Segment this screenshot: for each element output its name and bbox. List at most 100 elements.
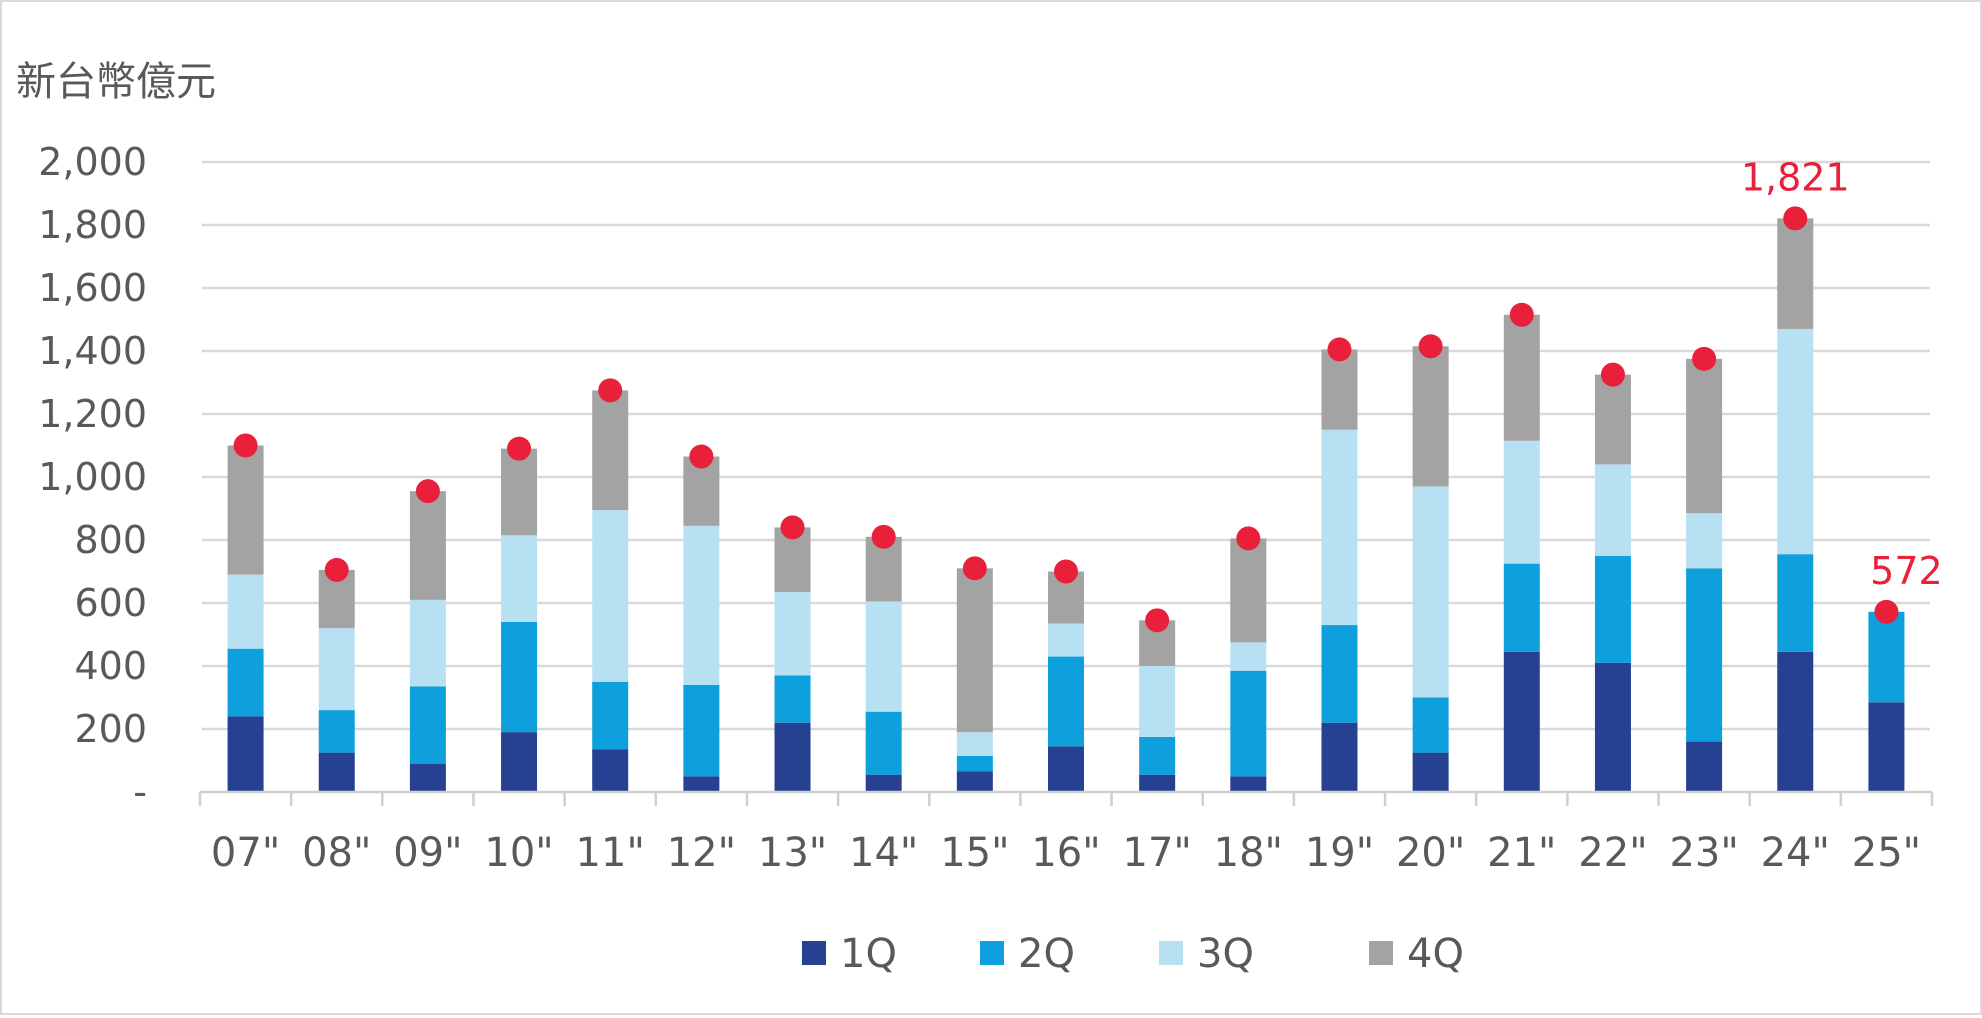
bar-segment-1q [683, 776, 720, 792]
bar-segment-4q [1777, 218, 1814, 329]
legend-label: 3Q [1197, 931, 1254, 977]
bar-segment-4q [1594, 374, 1631, 465]
x-tick-label: 10" [484, 830, 553, 876]
bar-segment-2q [1503, 563, 1540, 652]
bar-segment-2q [1412, 697, 1449, 753]
bar-segment-1q [1321, 722, 1358, 792]
total-marker [1783, 206, 1808, 231]
x-tick-label: 23" [1669, 830, 1738, 876]
bar-segment-2q [1139, 736, 1176, 775]
bar-segment-3q [1777, 328, 1814, 555]
x-tick-label: 12" [667, 830, 736, 876]
bar-segment-3q [865, 601, 902, 712]
y-tick-label: 2,000 [38, 140, 147, 184]
bar-segment-3q [774, 591, 811, 676]
y-tick-label: 1,400 [38, 329, 147, 373]
x-tick-label: 18" [1214, 830, 1283, 876]
bar-segment-3q [1686, 513, 1723, 569]
bar-segment-3q [1594, 464, 1631, 556]
legend-label: 2Q [1018, 931, 1075, 977]
bar-segment-1q [592, 749, 629, 792]
total-marker [1874, 599, 1899, 624]
bar-segment-2q [318, 710, 355, 753]
y-tick-label: 800 [74, 518, 147, 562]
x-tick-label: 21" [1487, 830, 1556, 876]
total-marker [1327, 337, 1352, 362]
bar-segment-3q [1048, 623, 1084, 657]
bar-segment-2q [1230, 670, 1267, 777]
bar-segment-3q [1139, 666, 1176, 737]
bar-segment-3q [683, 525, 720, 685]
bar-segment-1q [1777, 651, 1814, 792]
bar-segment-1q [318, 752, 355, 792]
bar-segment-1q [409, 763, 446, 792]
total-marker [324, 557, 349, 582]
bar-segment-4q [227, 445, 264, 575]
bar-segment-4q [1230, 538, 1267, 643]
bar-segment-1q [227, 716, 264, 792]
total-marker [598, 378, 623, 403]
legend: 1Q 2Q 3Q 4Q [802, 931, 1464, 977]
total-marker [1054, 559, 1078, 584]
x-axis-ticks: 07" 08" 09" 10" 11" 12" 13" 14" 15" 16" 17" 18" 19" 2… [211, 830, 1921, 876]
total-marker [871, 524, 896, 549]
total-marker [689, 444, 714, 469]
bar-segment-3q [227, 574, 264, 649]
legend-label: 1Q [840, 931, 897, 977]
y-tick-label: 1,600 [38, 266, 147, 310]
total-marker [507, 436, 532, 461]
bar-segment-2q [1777, 554, 1814, 652]
total-callouts: 1,821 572 [1741, 155, 1943, 592]
bar-segment-4q [592, 390, 629, 511]
bar-segment-2q [501, 621, 538, 733]
bar-segment-2q [409, 686, 446, 764]
x-tick-label: 17" [1123, 830, 1192, 876]
bar-segment-1q [1503, 651, 1540, 792]
bar-segment-1q [956, 771, 993, 792]
total-marker [1509, 302, 1534, 327]
bar-segment-1q [1594, 662, 1631, 792]
bar-segment-4q [1503, 314, 1540, 441]
total-marker [962, 556, 987, 581]
bar-segment-4q [409, 491, 446, 600]
bar-segment-3q [956, 732, 993, 756]
bar-segment-4q [501, 448, 538, 536]
total-callout-label: 1,821 [1741, 155, 1850, 199]
y-tick-label: 400 [74, 644, 147, 688]
bar-segment-2q [1686, 568, 1723, 742]
x-tick-label: 25" [1852, 830, 1921, 876]
bar-segment-1q [1868, 702, 1905, 792]
bar-segment-1q [501, 732, 538, 792]
bars [227, 218, 1905, 792]
bar-segment-1q [1139, 774, 1176, 792]
bar-segment-2q [1321, 625, 1358, 723]
bar-segment-1q [1412, 752, 1449, 792]
bar-segment-1q [774, 722, 811, 792]
bar-segment-2q [956, 755, 993, 772]
total-marker [780, 515, 805, 540]
x-axis [198, 790, 1934, 806]
x-tick-label: 13" [758, 830, 827, 876]
total-marker [233, 433, 258, 458]
legend-swatch [1159, 941, 1183, 965]
x-tick-label: 09" [393, 830, 462, 876]
legend-swatch [980, 941, 1004, 965]
legend-swatch [802, 941, 826, 965]
legend-swatch [1369, 941, 1393, 965]
bar-segment-2q [1048, 656, 1084, 747]
total-marker [1145, 608, 1170, 633]
bar-segment-2q [1868, 611, 1905, 703]
total-callout-label: 572 [1870, 549, 1943, 593]
y-tick-label: 600 [74, 581, 147, 625]
bar-segment-2q [865, 711, 902, 775]
y-tick-label: - [133, 770, 147, 814]
y-axis-unit-label: 新台幣億元 [16, 59, 216, 105]
bar-segment-3q [1321, 429, 1358, 626]
bar-segment-3q [1412, 486, 1449, 698]
x-tick-label: 16" [1031, 830, 1100, 876]
y-tick-label: 1,800 [38, 203, 147, 247]
bar-segment-2q [1594, 555, 1631, 663]
y-tick-label: 200 [74, 707, 147, 751]
